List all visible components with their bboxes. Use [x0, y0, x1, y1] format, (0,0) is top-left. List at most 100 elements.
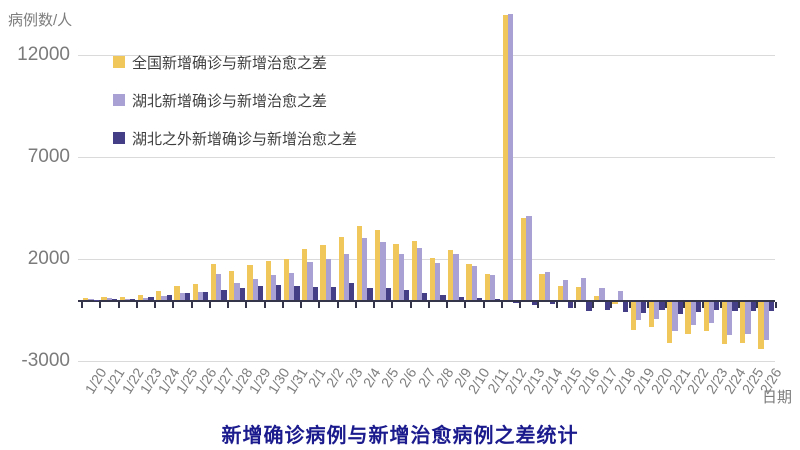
bar-hubei [562, 279, 569, 300]
bar-national [612, 302, 618, 304]
bar-hubei [690, 302, 696, 325]
bar-national [83, 298, 89, 300]
x-axis-tick [154, 302, 156, 308]
bar-hubei [672, 302, 678, 331]
y-tick-label: 12000 [17, 44, 70, 66]
x-axis-tick [482, 302, 485, 308]
bar-outside-hubei [695, 302, 702, 312]
legend-label: 全国新增确诊与新增治愈之差 [132, 54, 328, 72]
bar-hubei [416, 247, 423, 300]
x-axis-tick [756, 302, 759, 308]
y-tick-label: -3000 [21, 350, 70, 372]
x-axis-tick [665, 302, 667, 308]
bar-national [411, 241, 417, 300]
bar-hubei [362, 238, 368, 300]
bar-outside-hubei [312, 287, 318, 300]
bar-national [466, 264, 472, 300]
bar-national [356, 226, 363, 300]
x-axis-tick [446, 302, 448, 308]
x-axis-tick [464, 302, 467, 308]
bar-hubei [143, 297, 149, 300]
bar-outside-hubei [111, 299, 118, 300]
gridline [78, 361, 775, 363]
x-axis-tick [592, 302, 594, 308]
bar-outside-hubei [203, 291, 209, 300]
bar-outside-hubei [531, 302, 537, 305]
bar-hubei [252, 278, 258, 300]
bar-outside-hubei [130, 298, 136, 300]
x-axis-tick [701, 302, 704, 308]
bar-national [192, 284, 198, 300]
bar-outside-hubei [677, 302, 683, 315]
bar-outside-hubei [513, 302, 519, 304]
bar-outside-hubei [495, 298, 501, 300]
bar-national [502, 14, 509, 300]
bar-outside-hubei [257, 286, 264, 300]
bar-outside-hubei [184, 292, 191, 300]
bar-hubei [471, 265, 477, 300]
x-axis-tick [117, 302, 120, 308]
bar-outside-hubei [239, 288, 245, 300]
bar-outside-hubei [568, 302, 574, 309]
legend: 全国新增确诊与新增治愈之差 湖北新增确诊与新增治愈之差 湖北之外新增确诊与新增治愈之… [113, 55, 357, 169]
bar-hubei [617, 291, 623, 300]
bar-national [575, 287, 582, 300]
x-axis-tick [646, 302, 649, 308]
legend-swatch-icon [113, 132, 125, 144]
bar-hubei [197, 292, 204, 300]
bar-national [247, 265, 253, 300]
x-axis-tick [227, 302, 229, 308]
bar-outside-hubei [349, 283, 355, 300]
bar-outside-hubei [458, 296, 464, 300]
bar-hubei [325, 258, 331, 300]
bar-outside-hubei [659, 302, 665, 311]
bar-national [156, 291, 162, 300]
bar-national [375, 229, 381, 300]
bar-hubei [763, 302, 769, 341]
bar-hubei [708, 302, 715, 324]
bar-national [758, 302, 764, 350]
x-axis-tick [500, 302, 503, 308]
bar-hubei [124, 298, 131, 300]
bar-national [210, 264, 217, 300]
bar-hubei [106, 297, 112, 300]
bar-hubei [544, 272, 550, 300]
bar-outside-hubei [385, 287, 391, 300]
bar-national [137, 294, 144, 300]
bar-national [667, 302, 673, 343]
bar-national [229, 271, 235, 300]
bar-national [740, 302, 746, 344]
bar-hubei [179, 293, 185, 300]
bar-national [320, 245, 326, 300]
bar-hubei [489, 275, 496, 300]
bar-outside-hubei [750, 302, 756, 312]
legend-item: 湖北新增确诊与新增治愈之差 [113, 93, 357, 110]
x-axis-tick [537, 302, 540, 308]
x-axis-tick [208, 302, 211, 308]
bar-hubei [380, 241, 386, 300]
bar-national [429, 258, 436, 300]
x-axis-tick [683, 302, 686, 308]
bar-national [119, 297, 125, 300]
bar-hubei [727, 302, 733, 335]
bar-outside-hubei [221, 290, 227, 300]
y-axis-title: 病例数/人 [8, 12, 73, 29]
bar-hubei [745, 302, 751, 334]
x-axis-tick [628, 302, 631, 308]
bar-outside-hubei [330, 286, 337, 300]
legend-item: 全国新增确诊与新增治愈之差 [113, 55, 357, 72]
bar-hubei [88, 298, 94, 300]
bar-national [484, 274, 490, 300]
x-axis-tick [409, 302, 412, 308]
bar-hubei [270, 275, 277, 300]
bar-hubei [453, 253, 459, 300]
bar-hubei [343, 254, 350, 300]
bar-hubei [581, 278, 587, 300]
chart-title: 新增确诊病例与新增治愈病例之差统计 [221, 425, 579, 447]
bar-national [721, 302, 728, 345]
x-axis-tick [263, 302, 266, 308]
x-axis-tick [391, 302, 394, 308]
bar-outside-hubei [641, 302, 647, 313]
bar-hubei [289, 272, 295, 300]
